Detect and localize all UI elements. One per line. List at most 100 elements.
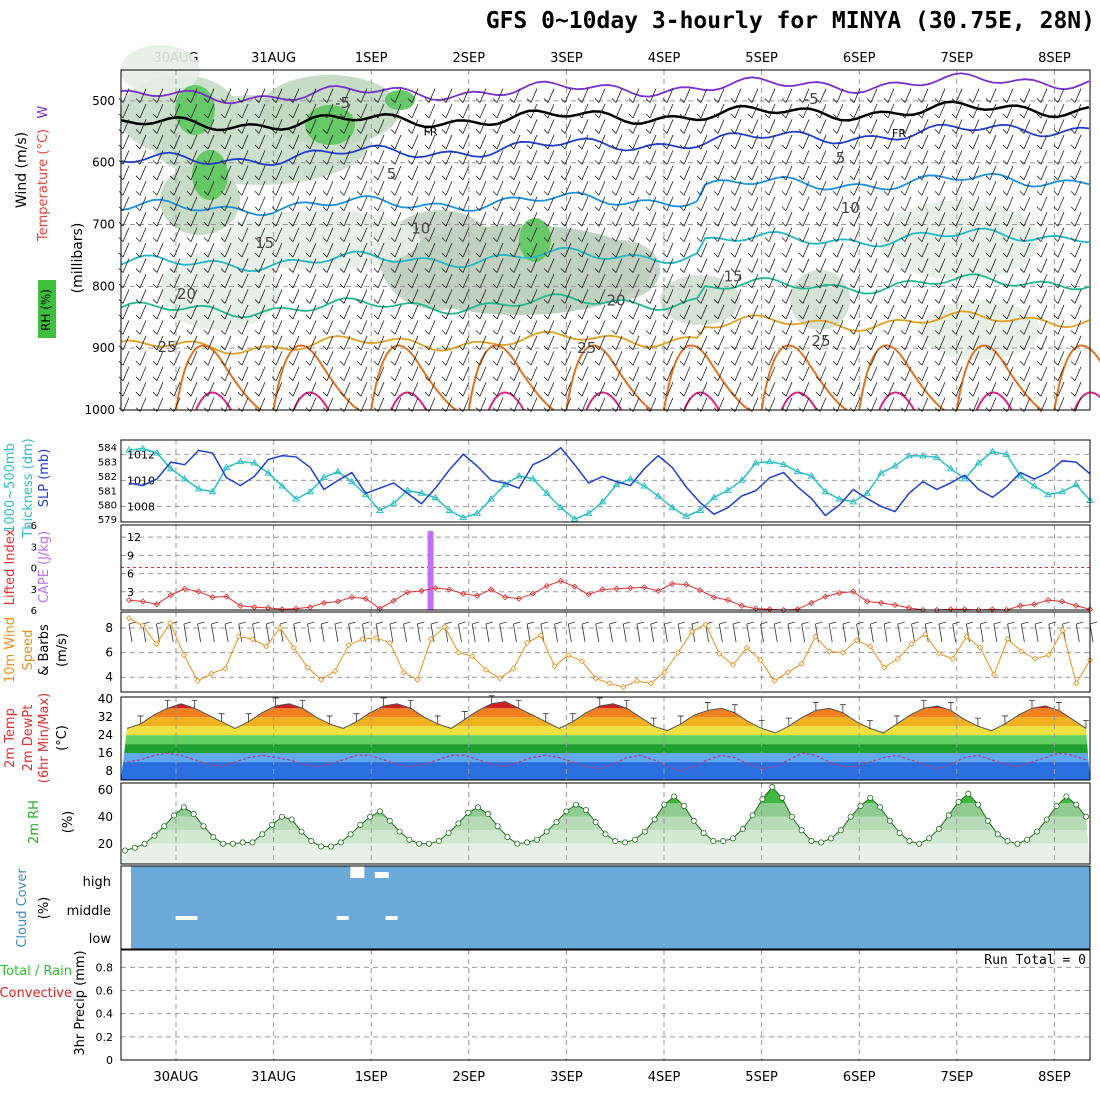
wind-barb [683, 335, 691, 350]
thickness-marker [988, 447, 997, 455]
wind-barb-flag [526, 299, 532, 304]
rh-marker [788, 813, 795, 820]
wind-barb-flag [917, 144, 923, 150]
wind-barb [887, 119, 895, 134]
wind-barb-flag [883, 206, 889, 212]
wind-barb [1074, 304, 1082, 320]
wind-barb-flag [696, 237, 702, 242]
wind-barb [326, 165, 334, 180]
wind-barb [156, 134, 164, 150]
wind-barb-flag [849, 360, 855, 366]
wind-barb [530, 242, 538, 258]
wind-barb [1040, 366, 1048, 381]
wind-barb [122, 227, 130, 242]
wind-barb [904, 304, 912, 320]
wind-barb-flag [169, 206, 175, 212]
wind-barb [326, 88, 334, 103]
wind-barb [326, 273, 334, 289]
wind-barb-flag [220, 113, 226, 119]
wind-barb [853, 335, 861, 350]
wind-barb-flag [152, 376, 158, 382]
wind-barb-flag [628, 330, 634, 335]
wind-speed-marker [908, 640, 915, 648]
wind-barb [870, 351, 878, 366]
wind-barb-flag [696, 98, 702, 103]
wind-barb-flag [696, 299, 702, 304]
wind-barb [241, 289, 249, 304]
wind-barb [275, 366, 283, 381]
wind-barb [615, 165, 623, 180]
surface-wind-barb [897, 623, 902, 643]
wind-barb-flag [390, 129, 396, 134]
wind-barb [972, 397, 980, 412]
wind-barb [156, 289, 164, 304]
wind-barb [836, 134, 844, 150]
wind-barb [530, 165, 538, 180]
wind-barb [666, 134, 674, 150]
wind-barb-flag [713, 190, 719, 196]
wind-barb [972, 366, 980, 381]
wind-barb [734, 103, 742, 119]
wind-barb [309, 88, 317, 103]
wind-barb-flag [594, 283, 600, 289]
wind-barb-flag [560, 190, 566, 196]
wind-barb [224, 397, 232, 412]
wind-barb-flag [271, 391, 277, 397]
thickness-tick-label: 584 [98, 443, 117, 454]
surface-wind-barb-flag [829, 621, 837, 625]
wind-barb-flag [458, 268, 464, 273]
wind-barb [870, 242, 878, 258]
temp-unit-label: (°C) [55, 725, 70, 751]
wind-barb [615, 273, 623, 289]
wind-barb-flag [866, 252, 872, 258]
wind-barb-flag [424, 190, 430, 196]
isotherm-label: 15 [255, 234, 274, 252]
wind-barb [564, 242, 572, 258]
wind-barb [513, 320, 521, 335]
wind-barb [632, 227, 640, 242]
wind-barb-flag [288, 175, 294, 181]
wind-barb [1057, 181, 1065, 196]
wind-barb [785, 397, 793, 412]
wind-barb-flag [917, 221, 923, 227]
wind-barb [632, 273, 640, 289]
wind-barb [615, 134, 623, 150]
wind-barb-flag [169, 144, 175, 150]
wind-barb [343, 88, 351, 103]
wind-barb-flag [203, 237, 209, 242]
wind-barb-flag [883, 360, 889, 366]
wind-barb-flag [1036, 190, 1042, 196]
wind-barb-flag [1070, 330, 1076, 335]
wind-barb [190, 181, 198, 196]
wind-barb [989, 88, 997, 103]
wind-barb [1006, 258, 1014, 273]
wind-barb [615, 258, 623, 273]
wind-barb [768, 227, 776, 242]
wind-barb [581, 289, 589, 304]
rh-marker [916, 840, 923, 847]
wind-barb [615, 304, 623, 320]
thickness-marker [208, 487, 217, 495]
wind-barb [258, 335, 266, 350]
wind-barb-flag [1070, 206, 1076, 212]
wind-barb-flag [1053, 129, 1059, 134]
wind-barb [1006, 273, 1014, 289]
pressure-tick-label: 500 [92, 94, 115, 108]
wind-barb-flag [1019, 330, 1025, 335]
wind-barb-flag [237, 376, 243, 382]
wind-barb-flag [900, 160, 906, 165]
wind-tick-label: 4 [105, 670, 113, 684]
wind-barb [292, 242, 300, 258]
wind-barb-flag [169, 299, 175, 304]
wind-barb [139, 227, 147, 242]
wind-barb-flag [849, 206, 855, 212]
wind-barb-flag [934, 360, 940, 366]
wind-barb [598, 150, 606, 165]
wind-barb [632, 88, 640, 103]
surface-wind-barb [664, 623, 668, 643]
wind-barb-flag [832, 113, 838, 119]
wind-barb [921, 382, 929, 397]
wind-barb-flag [883, 283, 889, 289]
thickness-axis-label-2: Thickness (dm) [21, 438, 36, 538]
wind-barb-flag [186, 268, 192, 273]
